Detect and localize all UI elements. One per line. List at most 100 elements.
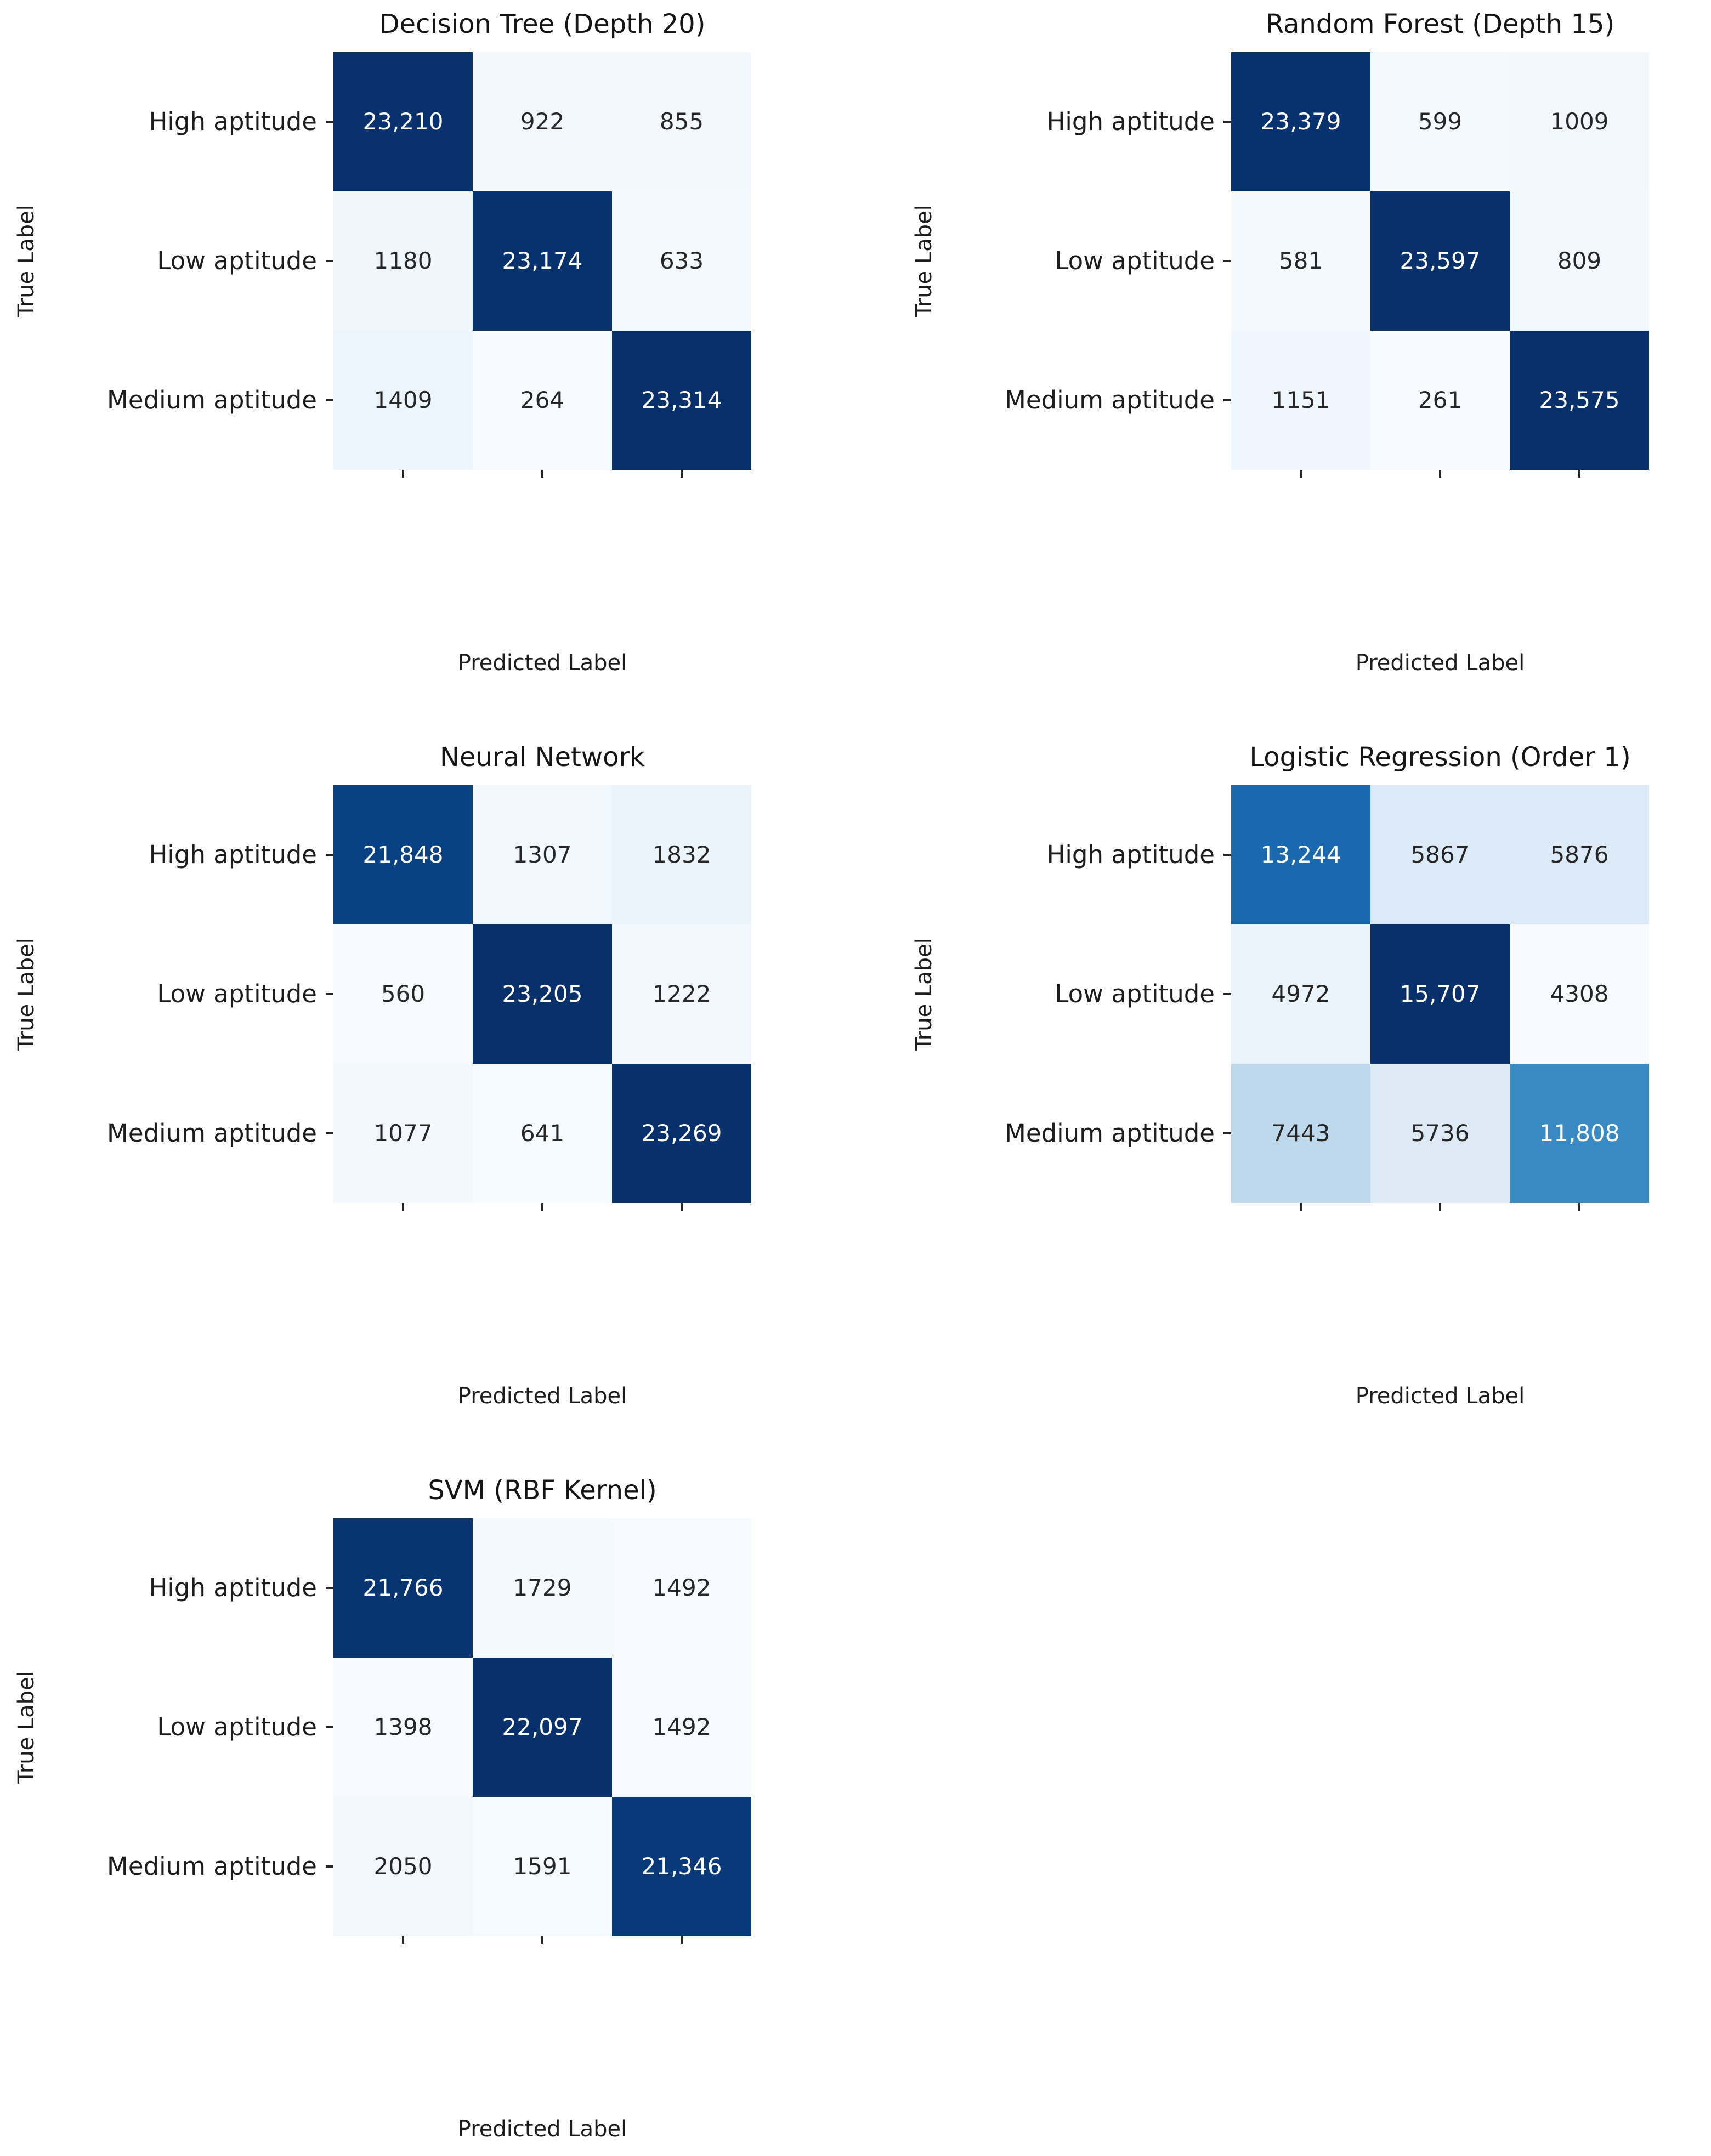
x-tick-mark xyxy=(1439,1203,1441,1211)
confusion-matrix: 21,766 1729 1492 1398 22,097 1492 2050 1591 21,3… xyxy=(333,1518,751,1936)
heatmap-cell-r0c2: 5876 xyxy=(1510,785,1649,924)
chart-title: Neural Network xyxy=(439,742,645,773)
cell-value: 1180 xyxy=(373,247,433,274)
heatmap-cell-r0c2: 855 xyxy=(612,52,751,191)
y-tick-label: Medium aptitude xyxy=(1005,385,1215,415)
y-tick-mark xyxy=(1223,260,1231,262)
confusion-matrix: 23,379 599 1009 581 23,597 809 1151 261 23,575 xyxy=(1231,52,1649,470)
cell-value: 1832 xyxy=(652,841,711,868)
y-axis-label: True Label xyxy=(14,205,39,317)
heatmap-cell-r0c0: 21,766 xyxy=(333,1518,473,1658)
cell-value: 21,766 xyxy=(362,1574,444,1601)
y-tick-mark xyxy=(326,260,333,262)
heatmap-cell-r2c1: 5736 xyxy=(1370,1064,1510,1203)
cell-value: 1591 xyxy=(513,1853,572,1880)
cell-value: 23,314 xyxy=(641,387,722,413)
cell-value: 581 xyxy=(1278,247,1323,274)
x-axis-label: Predicted Label xyxy=(457,650,627,676)
y-tick-mark xyxy=(326,1865,333,1868)
cell-value: 23,597 xyxy=(1400,247,1481,274)
heatmap-cell-r1c1: 15,707 xyxy=(1370,924,1510,1064)
cell-value: 1492 xyxy=(652,1574,711,1601)
heatmap-cell-r2c1: 641 xyxy=(473,1064,612,1203)
heatmap-cell-r2c1: 1591 xyxy=(473,1797,612,1936)
cell-value: 633 xyxy=(659,247,704,274)
heatmap-cell-r0c2: 1492 xyxy=(612,1518,751,1658)
x-tick-mark xyxy=(681,1936,683,1944)
cell-value: 809 xyxy=(1557,247,1602,274)
cell-value: 21,346 xyxy=(641,1853,722,1880)
cell-value: 23,210 xyxy=(362,108,444,135)
cell-value: 261 xyxy=(1418,387,1463,413)
heatmap-cell-r0c0: 23,379 xyxy=(1231,52,1370,191)
y-tick-mark xyxy=(1223,993,1231,995)
heatmap-cell-r0c2: 1832 xyxy=(612,785,751,924)
y-tick-label: Medium aptitude xyxy=(107,1119,317,1148)
cell-value: 23,575 xyxy=(1539,387,1620,413)
x-tick-mark xyxy=(1578,470,1580,478)
x-axis-label: Predicted Label xyxy=(457,2117,627,2142)
confusion-matrix: 21,848 1307 1832 560 23,205 1222 1077 641 23,269 xyxy=(333,785,751,1203)
y-tick-label: Low aptitude xyxy=(1055,246,1215,275)
heatmap-cell-r0c1: 1729 xyxy=(473,1518,612,1658)
y-tick-label: High aptitude xyxy=(149,840,317,869)
heatmap-cell-r1c1: 23,597 xyxy=(1370,191,1510,331)
cell-value: 641 xyxy=(520,1120,565,1147)
y-tick-label: Low aptitude xyxy=(157,979,317,1008)
chart-title: SVM (RBF Kernel) xyxy=(428,1475,657,1506)
heatmap-cell-r2c0: 2050 xyxy=(333,1797,473,1936)
heatmap-cell-r1c0: 4972 xyxy=(1231,924,1370,1064)
cell-value: 13,244 xyxy=(1260,841,1341,868)
y-tick-mark xyxy=(1223,399,1231,401)
y-tick-mark xyxy=(326,399,333,401)
x-axis-label: Predicted Label xyxy=(457,1383,627,1409)
cell-value: 23,379 xyxy=(1260,108,1341,135)
heatmap-cell-r1c2: 4308 xyxy=(1510,924,1649,1064)
cell-value: 1398 xyxy=(373,1714,433,1740)
heatmap-cell-r2c2: 23,575 xyxy=(1510,331,1649,470)
x-tick-mark xyxy=(1300,470,1302,478)
heatmap-cell-r2c0: 1151 xyxy=(1231,331,1370,470)
cell-value: 21,848 xyxy=(362,841,444,868)
y-tick-mark xyxy=(1223,1132,1231,1134)
heatmap-cell-r0c1: 1307 xyxy=(473,785,612,924)
heatmap-cell-r1c2: 1222 xyxy=(612,924,751,1064)
cell-value: 1307 xyxy=(513,841,572,868)
x-tick-mark xyxy=(1300,1203,1302,1211)
heatmap-cell-r0c1: 922 xyxy=(473,52,612,191)
heatmap-cell-r2c2: 21,346 xyxy=(612,1797,751,1936)
heatmap-cell-r2c2: 23,314 xyxy=(612,331,751,470)
cell-value: 4308 xyxy=(1550,980,1609,1007)
cell-value: 5736 xyxy=(1410,1120,1470,1147)
y-tick-mark xyxy=(1223,854,1231,856)
x-tick-mark xyxy=(541,470,543,478)
y-tick-mark xyxy=(326,121,333,123)
y-tick-label: Low aptitude xyxy=(157,246,317,275)
heatmap-cell-r0c0: 21,848 xyxy=(333,785,473,924)
confusion-matrix: 23,210 922 855 1180 23,174 633 1409 264 23,314 xyxy=(333,52,751,470)
x-tick-mark xyxy=(541,1203,543,1211)
cell-value: 5867 xyxy=(1410,841,1470,868)
y-tick-mark xyxy=(326,854,333,856)
cell-value: 855 xyxy=(659,108,704,135)
heatmap-cell-r1c2: 1492 xyxy=(612,1658,751,1797)
x-axis-label: Predicted Label xyxy=(1355,650,1525,676)
y-axis-label: True Label xyxy=(14,1671,39,1784)
x-tick-mark xyxy=(1578,1203,1580,1211)
heatmap-cell-r0c1: 5867 xyxy=(1370,785,1510,924)
heatmap-cell-r2c2: 11,808 xyxy=(1510,1064,1649,1203)
confusion-matrix: 13,244 5867 5876 4972 15,707 4308 7443 5736 11,8… xyxy=(1231,785,1649,1203)
x-tick-mark xyxy=(1439,470,1441,478)
chart-title: Logistic Regression (Order 1) xyxy=(1249,742,1631,773)
y-tick-label: Low aptitude xyxy=(1055,979,1215,1008)
x-tick-mark xyxy=(681,470,683,478)
x-tick-mark xyxy=(541,1936,543,1944)
y-axis-label: True Label xyxy=(911,938,937,1051)
cell-value: 599 xyxy=(1418,108,1463,135)
heatmap-cell-r2c0: 7443 xyxy=(1231,1064,1370,1203)
y-tick-label: High aptitude xyxy=(149,107,317,136)
heatmap-cell-r1c0: 560 xyxy=(333,924,473,1064)
cell-value: 922 xyxy=(520,108,565,135)
chart-title: Random Forest (Depth 15) xyxy=(1265,9,1615,39)
